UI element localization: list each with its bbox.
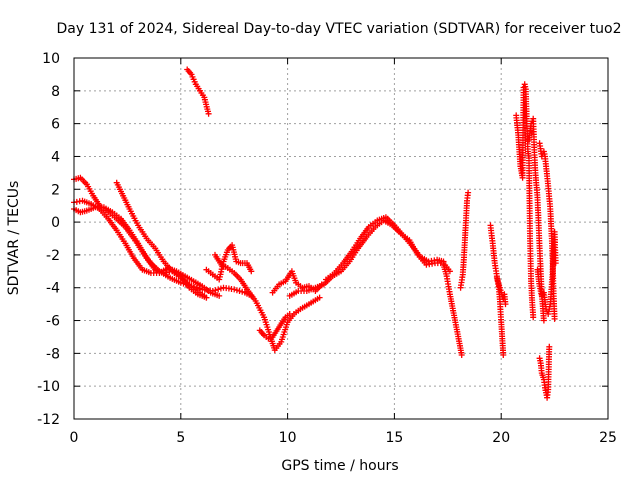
plus-markers-track-l — [440, 261, 465, 358]
y-tick-label: 2 — [51, 182, 60, 198]
y-tick-label: -12 — [37, 412, 60, 428]
plus-markers-track-m — [457, 189, 472, 291]
y-tick-label: 0 — [51, 215, 60, 231]
series-track-f — [203, 242, 255, 283]
plus-markers-track-h — [256, 311, 293, 342]
data-marks — [71, 66, 559, 401]
y-tick-label: -4 — [46, 281, 60, 297]
x-tick-label: 25 — [599, 430, 617, 446]
y-tick-label: 10 — [42, 51, 60, 67]
series-track-d — [113, 179, 210, 301]
x-tick-label: 5 — [176, 430, 185, 446]
plus-markers-track-f — [203, 242, 255, 283]
plus-markers-track-d — [113, 179, 210, 301]
axis-ticks: 0 5 10 15 20 25 -12 -10 -8 -6 -4 -2 0 2 4 6 8 10 — [37, 51, 617, 446]
y-axis-label: SDTVAR / TECUs — [6, 181, 22, 296]
plus-markers-track-o — [493, 274, 509, 308]
plus-markers-track-s — [536, 343, 553, 401]
series-track-k — [323, 214, 447, 283]
plus-markers-track-a — [71, 174, 255, 299]
series-track-b — [71, 197, 223, 299]
series-track-l — [440, 261, 465, 358]
plus-markers-track-t — [534, 228, 559, 317]
series-track-m — [457, 189, 472, 291]
series-track-t — [534, 228, 559, 317]
series-track-s — [536, 343, 553, 401]
x-tick-label: 20 — [492, 430, 510, 446]
plus-markers-track-p — [513, 81, 537, 321]
y-tick-label: -10 — [37, 379, 60, 395]
series-track-j — [286, 217, 453, 299]
series-track-o — [493, 274, 509, 308]
y-tick-label: 8 — [51, 84, 60, 100]
x-tick-label: 10 — [279, 430, 297, 446]
plot-frame — [73, 57, 609, 420]
y-tick-label: 6 — [51, 117, 60, 133]
series-track-g — [212, 251, 323, 354]
series-track-p — [513, 81, 537, 321]
x-axis-label: GPS time / hours — [281, 458, 398, 474]
plus-markers-track-j — [286, 217, 453, 299]
x-tick-label: 15 — [385, 430, 403, 446]
chart-title: Day 131 of 2024, Sidereal Day-to-day VTE… — [56, 21, 621, 37]
plus-markers-track-b — [71, 197, 223, 299]
series-track-a — [71, 174, 255, 299]
series-track-h — [256, 311, 293, 342]
y-tick-label: -6 — [46, 314, 60, 330]
y-tick-label: -2 — [46, 248, 60, 264]
plus-markers-track-k — [323, 214, 447, 283]
plus-markers-track-e — [184, 66, 212, 117]
y-tick-label: -8 — [46, 346, 60, 362]
plus-markers-track-g — [212, 251, 323, 354]
x-tick-label: 0 — [70, 430, 79, 446]
grid — [74, 58, 608, 419]
series-track-e — [184, 66, 212, 117]
y-tick-label: 4 — [51, 149, 60, 165]
